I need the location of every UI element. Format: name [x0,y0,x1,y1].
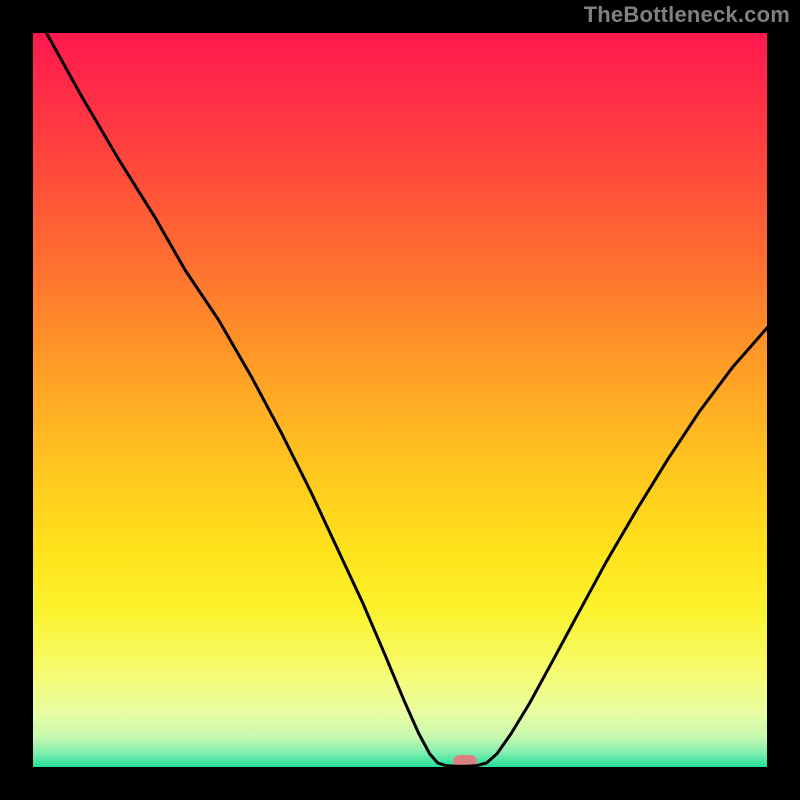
chart-stage: TheBottleneck.com [0,0,800,800]
bottleneck-curve [30,30,770,770]
watermark-text: TheBottleneck.com [584,2,790,28]
plot-area [30,30,770,770]
